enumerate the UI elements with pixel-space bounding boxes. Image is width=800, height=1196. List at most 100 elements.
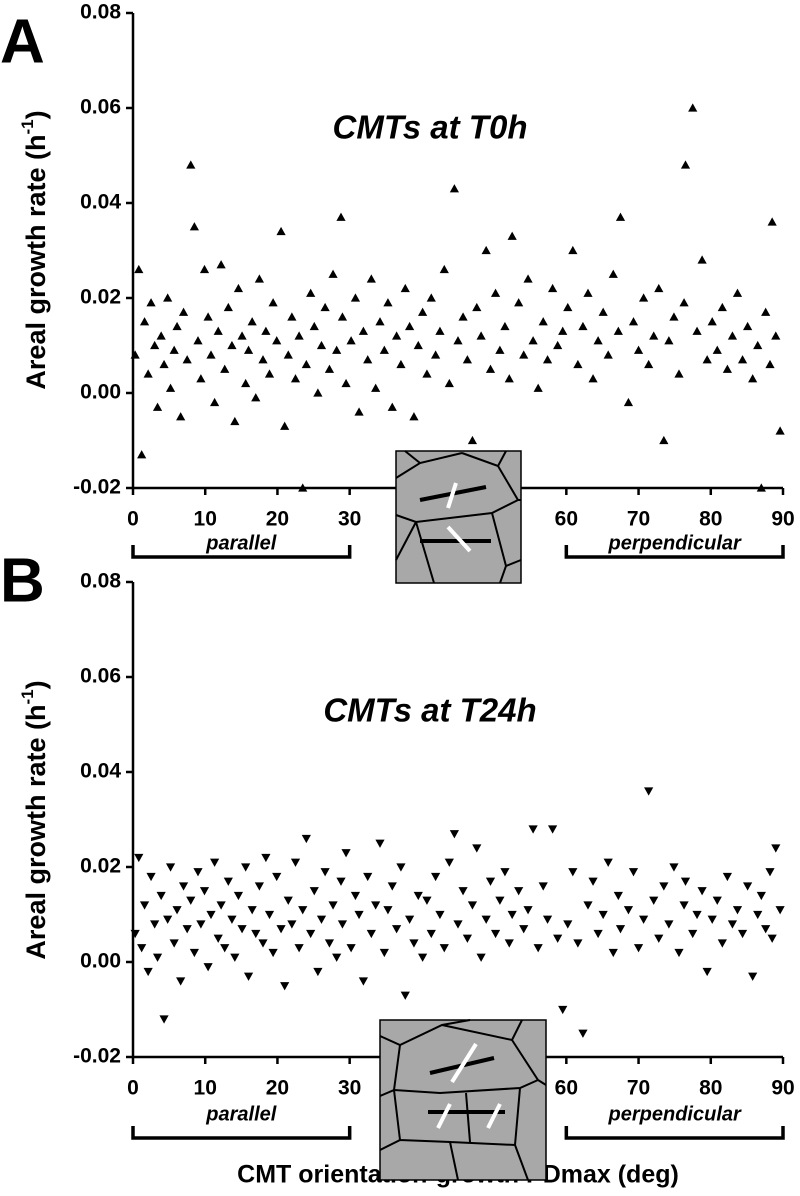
point bbox=[237, 925, 247, 934]
point bbox=[462, 934, 472, 943]
point bbox=[301, 834, 311, 844]
point bbox=[396, 359, 406, 369]
x-tick-label: 90 bbox=[771, 1077, 794, 1100]
point bbox=[354, 910, 364, 920]
panel-label: A bbox=[0, 7, 45, 76]
y-tick-label: -0.02 bbox=[73, 476, 121, 499]
point bbox=[523, 906, 533, 915]
point bbox=[247, 906, 257, 915]
point bbox=[674, 369, 684, 378]
point bbox=[341, 378, 351, 388]
point bbox=[336, 877, 346, 886]
point bbox=[220, 364, 230, 373]
point bbox=[623, 906, 634, 915]
point bbox=[320, 302, 330, 312]
point bbox=[213, 326, 223, 335]
point bbox=[639, 915, 649, 924]
point bbox=[533, 383, 543, 392]
point bbox=[767, 217, 777, 226]
point bbox=[765, 359, 775, 369]
point bbox=[254, 274, 264, 283]
point bbox=[680, 160, 691, 169]
y-tick-label: 0.04 bbox=[80, 191, 121, 214]
point bbox=[765, 868, 775, 877]
point bbox=[283, 896, 293, 905]
point bbox=[264, 910, 275, 920]
y-tick-label: 0.06 bbox=[80, 665, 121, 688]
point bbox=[500, 321, 510, 331]
y-tick-label: 0.00 bbox=[80, 950, 121, 973]
point bbox=[159, 359, 169, 369]
point bbox=[568, 868, 578, 877]
point bbox=[439, 264, 449, 274]
point bbox=[294, 331, 304, 340]
x-tick-label: 80 bbox=[699, 508, 722, 531]
point bbox=[152, 953, 163, 962]
point bbox=[413, 891, 423, 901]
point bbox=[210, 858, 220, 867]
point bbox=[137, 450, 147, 459]
point bbox=[485, 877, 496, 886]
point bbox=[615, 925, 626, 934]
point bbox=[528, 825, 538, 834]
point bbox=[280, 421, 290, 430]
x-tick-label: 70 bbox=[627, 508, 650, 531]
point bbox=[346, 944, 356, 953]
point bbox=[613, 326, 623, 335]
point bbox=[444, 378, 454, 388]
point bbox=[568, 245, 578, 255]
point bbox=[507, 231, 517, 240]
point bbox=[578, 321, 588, 331]
point bbox=[350, 293, 361, 302]
point bbox=[458, 312, 468, 321]
point bbox=[276, 925, 286, 934]
point bbox=[409, 412, 419, 421]
x-tick-label: 20 bbox=[266, 1077, 289, 1100]
point bbox=[169, 345, 179, 354]
y-tick-label: 0.00 bbox=[80, 381, 121, 404]
point bbox=[722, 364, 732, 373]
bracket-label: perpendicular bbox=[608, 532, 742, 554]
point bbox=[156, 891, 166, 901]
point bbox=[467, 901, 478, 910]
point bbox=[761, 307, 771, 316]
point bbox=[558, 326, 568, 335]
point bbox=[538, 317, 548, 326]
point bbox=[193, 336, 203, 345]
point bbox=[233, 283, 244, 293]
point bbox=[563, 920, 573, 929]
point bbox=[383, 906, 393, 915]
point bbox=[176, 412, 186, 421]
point bbox=[542, 915, 553, 924]
point bbox=[573, 939, 583, 948]
point bbox=[707, 915, 717, 924]
point bbox=[379, 948, 389, 958]
point bbox=[163, 293, 173, 302]
point bbox=[679, 901, 689, 910]
point bbox=[328, 269, 338, 278]
point bbox=[688, 103, 698, 112]
point bbox=[341, 849, 351, 858]
point bbox=[418, 953, 428, 962]
point bbox=[573, 359, 583, 369]
point bbox=[449, 184, 459, 193]
bracket bbox=[131, 1126, 352, 1140]
point bbox=[182, 925, 192, 934]
point bbox=[146, 872, 156, 882]
point bbox=[439, 944, 449, 953]
point bbox=[276, 226, 286, 236]
point bbox=[272, 872, 282, 882]
inset-diagram bbox=[395, 450, 522, 584]
point bbox=[163, 915, 173, 924]
point bbox=[316, 340, 327, 350]
point bbox=[514, 298, 524, 307]
point bbox=[189, 222, 199, 231]
point bbox=[237, 331, 247, 340]
point bbox=[150, 340, 160, 350]
scatter-points bbox=[130, 103, 785, 492]
point bbox=[230, 416, 240, 426]
point bbox=[533, 944, 543, 953]
bracket-label: perpendicular bbox=[608, 1103, 742, 1125]
point bbox=[453, 920, 463, 929]
point bbox=[152, 402, 163, 411]
